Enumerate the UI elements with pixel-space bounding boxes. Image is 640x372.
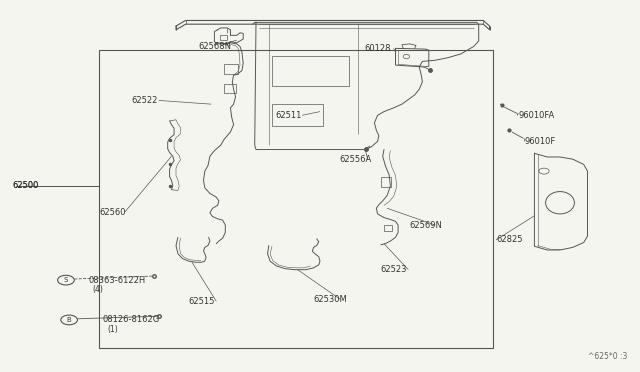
Bar (224, 64, 238, 74)
Text: 62568N: 62568N (198, 42, 232, 51)
Text: ^625*0 :3: ^625*0 :3 (588, 352, 627, 361)
Text: 62560: 62560 (99, 208, 125, 217)
Bar (384, 225, 392, 231)
Text: B: B (67, 317, 72, 323)
Text: 62515: 62515 (189, 297, 215, 306)
Text: 62522: 62522 (131, 96, 157, 105)
Text: 08126-8162G: 08126-8162G (102, 315, 159, 324)
Bar (99, 50, 493, 348)
Bar (272, 104, 323, 126)
Text: (1): (1) (108, 325, 118, 334)
Bar (224, 84, 236, 93)
Bar (220, 35, 227, 40)
Text: 62500: 62500 (13, 182, 39, 190)
Text: 60128: 60128 (365, 44, 391, 53)
Text: 96010FA: 96010FA (518, 111, 555, 120)
Text: 62530M: 62530M (314, 295, 348, 304)
Text: 96010F: 96010F (525, 137, 556, 146)
Text: 62556A: 62556A (339, 155, 371, 164)
Text: (4): (4) (93, 285, 104, 294)
Text: 62825: 62825 (496, 235, 522, 244)
Text: 08363-6122H: 08363-6122H (88, 276, 145, 285)
Bar (272, 56, 349, 86)
Text: 62500: 62500 (13, 182, 39, 190)
Bar (381, 177, 391, 187)
Text: 62523: 62523 (381, 265, 407, 274)
Text: 62569N: 62569N (410, 221, 442, 230)
Circle shape (58, 275, 74, 285)
Text: 62511: 62511 (275, 111, 301, 120)
Text: S: S (64, 277, 68, 283)
Circle shape (61, 315, 77, 325)
